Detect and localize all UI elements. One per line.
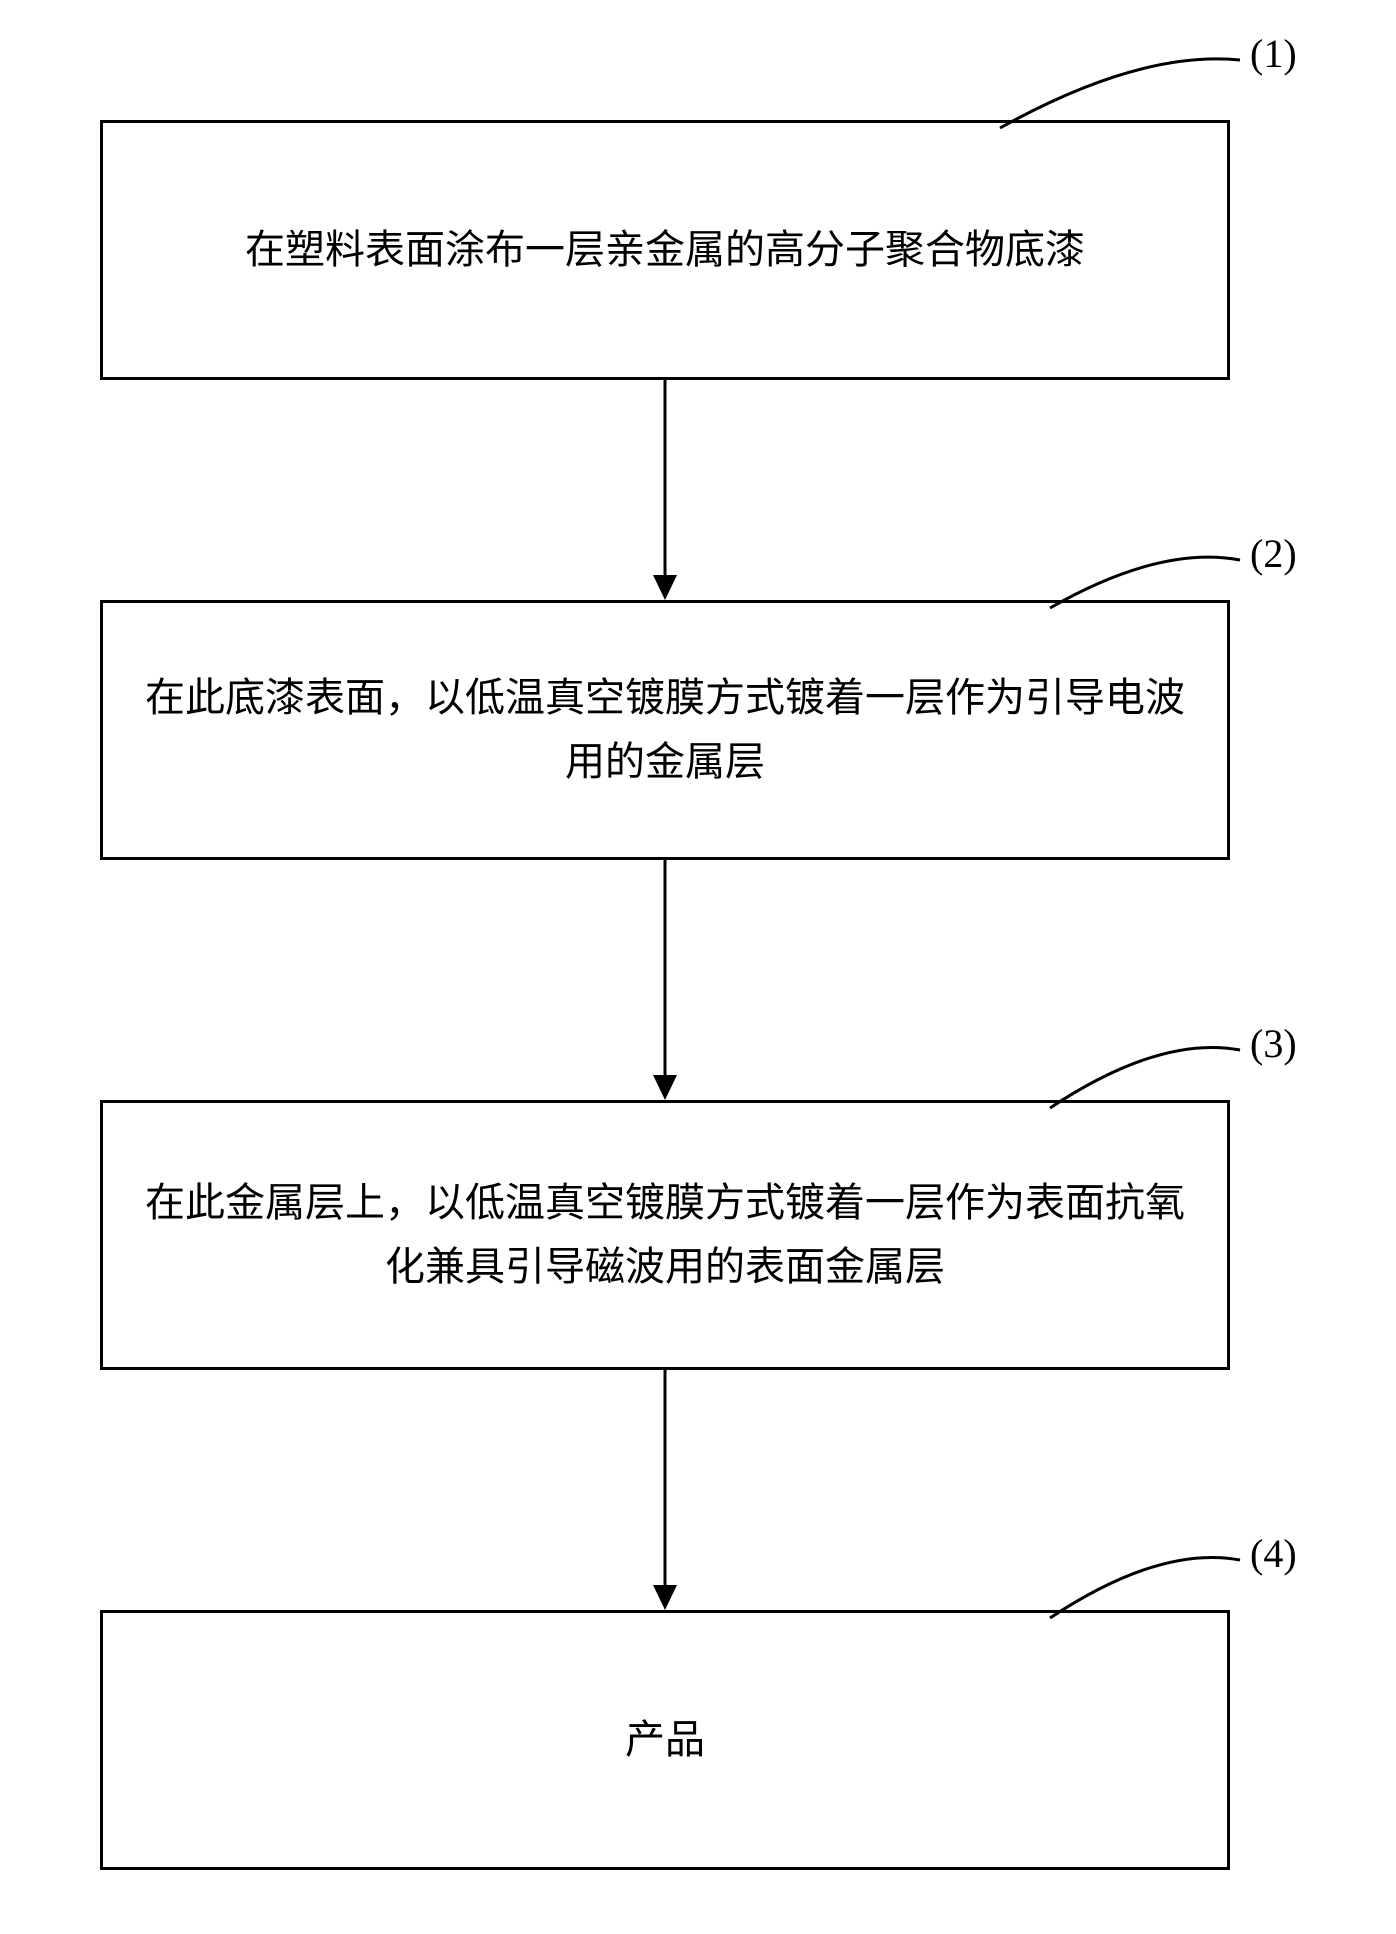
callout-curve-3 [0,1000,1396,1200]
callout-curve-4 [0,1510,1396,1710]
callout-label-2: (2) [1250,530,1297,577]
callout-curve-2 [0,500,1396,700]
flow-step-1-text: 在塑料表面涂布一层亲金属的高分子聚合物底漆 [245,218,1085,282]
flowchart-container: 在塑料表面涂布一层亲金属的高分子聚合物底漆 (1) 在此底漆表面，以低温真空镀膜… [0,0,1396,1934]
flow-step-4-text: 产品 [625,1708,705,1772]
callout-label-3: (3) [1250,1020,1297,1067]
callout-curve-1 [0,0,1396,200]
callout-label-4: (4) [1250,1530,1297,1577]
callout-label-1: (1) [1250,30,1297,77]
